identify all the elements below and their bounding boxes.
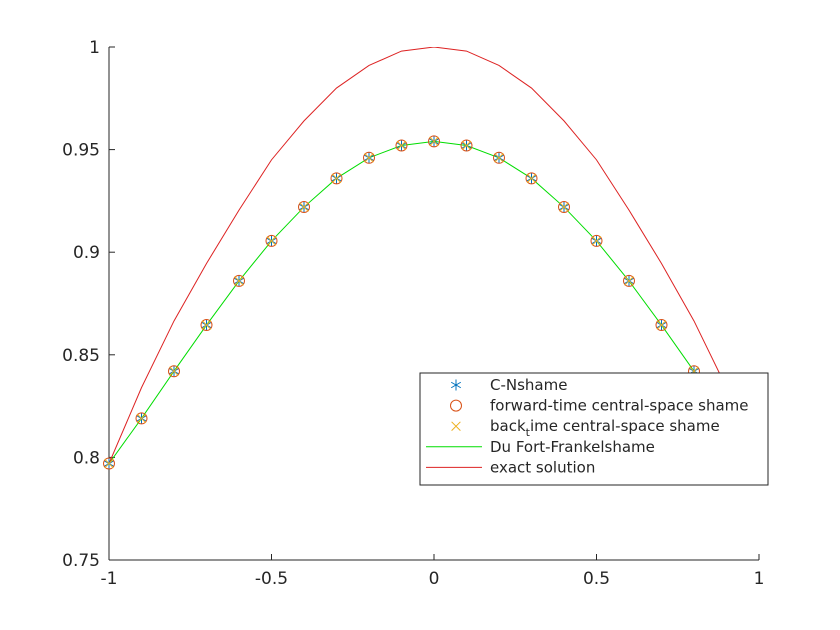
y-tick-label: 0.8 <box>73 448 100 468</box>
legend-label-text: forward-time central-space shame <box>490 397 749 415</box>
legend-label-text: exact solution <box>490 458 595 476</box>
legend-label: exact solution <box>490 458 595 476</box>
x-tick-label: -1 <box>101 569 118 589</box>
y-tick-label: 0.95 <box>62 141 100 161</box>
legend: C-Nshame forward-time central-space shame… <box>420 373 768 485</box>
y-tick-label: 0.85 <box>62 346 100 366</box>
x-tick-label: -0.5 <box>255 569 288 589</box>
x-tick-label: 0 <box>429 569 440 589</box>
y-tick-label: 0.9 <box>73 243 100 263</box>
axes: -1 -0.5 0 0.5 1 0.75 0.8 0.85 0.9 0.95 1 <box>62 38 764 589</box>
x-tick-label: 1 <box>754 569 765 589</box>
legend-label-suffix: ime central-space shame <box>530 417 720 435</box>
legend-label-text: back <box>490 417 526 435</box>
legend-label: Du Fort-Frankelshame <box>490 438 655 456</box>
legend-label: C-Nshame <box>490 376 567 394</box>
y-tick-label: 0.75 <box>62 551 100 571</box>
legend-label-text: C-Nshame <box>490 376 567 394</box>
legend-label: forward-time central-space shame <box>490 397 749 415</box>
y-tick-label: 1 <box>89 38 100 58</box>
legend-label-text: Du Fort-Frankelshame <box>490 438 655 456</box>
x-tick-label: 0.5 <box>583 569 610 589</box>
